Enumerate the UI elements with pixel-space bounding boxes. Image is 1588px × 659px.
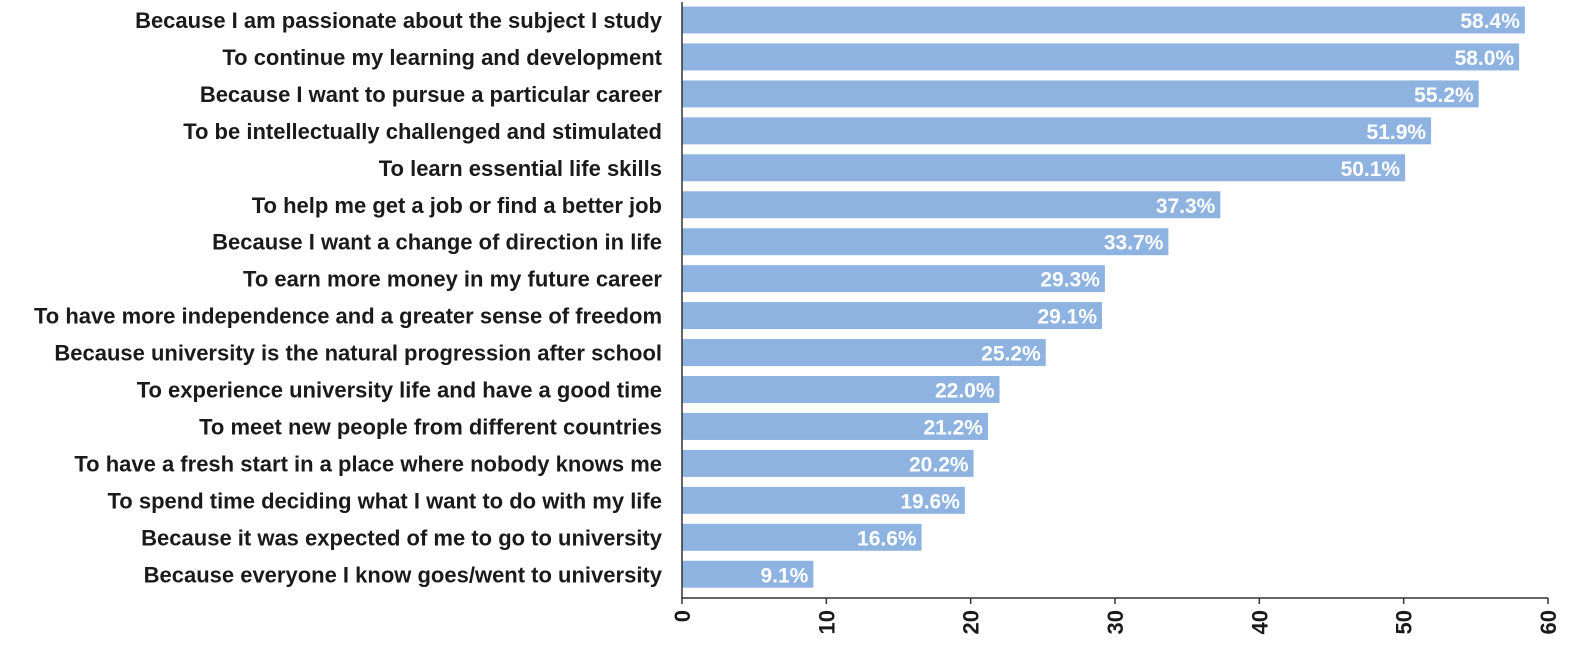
data-label: 16.6%	[857, 527, 917, 550]
bar	[682, 117, 1432, 145]
data-label: 58.4%	[1460, 10, 1520, 33]
data-label: 58.0%	[1455, 47, 1515, 70]
x-tick-label: 60	[1536, 610, 1561, 634]
bars-layer	[682, 6, 1525, 588]
category-label: To meet new people from different countr…	[199, 414, 662, 439]
data-label: 22.0%	[935, 380, 995, 403]
x-axis-ticks: 0 10 20 30 40 50 60	[670, 598, 1561, 634]
data-label: 25.2%	[981, 343, 1041, 366]
data-label: 33.7%	[1104, 232, 1164, 255]
bar	[682, 43, 1520, 71]
category-label: To spend time deciding what I want to do…	[107, 488, 662, 513]
x-tick-label: 0	[670, 610, 695, 622]
bar	[682, 412, 988, 440]
data-label: 29.3%	[1040, 269, 1100, 292]
data-label: 19.6%	[900, 490, 960, 513]
bar	[682, 191, 1221, 219]
bar	[682, 6, 1525, 34]
x-tick-label: 10	[814, 610, 839, 634]
data-label: 50.1%	[1341, 158, 1401, 181]
category-label: To help me get a job or find a better jo…	[252, 193, 662, 218]
x-tick-label: 40	[1247, 610, 1272, 634]
category-label: Because I want to pursue a particular ca…	[200, 82, 663, 107]
bar	[682, 228, 1169, 256]
data-label: 55.2%	[1414, 84, 1474, 107]
bar	[682, 560, 814, 588]
category-labels: Because I am passionate about the subjec…	[34, 8, 663, 587]
x-tick-label: 50	[1392, 610, 1417, 634]
category-label: To experience university life and have a…	[137, 378, 662, 403]
category-label: To have a fresh start in a place where n…	[74, 451, 662, 476]
category-label: To be intellectually challenged and stim…	[183, 119, 662, 144]
bar	[682, 265, 1105, 293]
category-label: Because university is the natural progre…	[54, 341, 662, 366]
category-label: To continue my learning and development	[222, 45, 662, 70]
data-label: 37.3%	[1156, 195, 1216, 218]
x-tick-label: 30	[1103, 610, 1128, 634]
category-label: Because it was expected of me to go to u…	[141, 525, 663, 550]
x-tick-label: 20	[959, 610, 984, 634]
data-labels: 58.4% 58.0% 55.2% 51.9% 50.1% 37.3% 33.7%29.3%…	[760, 10, 1520, 587]
bar	[682, 486, 965, 514]
data-label: 51.9%	[1367, 121, 1427, 144]
bar	[682, 302, 1103, 330]
category-label: To have more independence and a greater …	[34, 304, 662, 329]
bar	[682, 80, 1479, 108]
bar	[682, 449, 974, 477]
data-label: 9.1%	[760, 564, 808, 587]
category-label: To learn essential life skills	[379, 156, 662, 181]
bar	[682, 523, 922, 551]
bar	[682, 339, 1046, 367]
bar	[682, 376, 1000, 403]
data-label: 29.1%	[1037, 306, 1097, 329]
category-label: Because I want a change of direction in …	[212, 230, 662, 255]
bar	[682, 154, 1406, 182]
category-label: To earn more money in my future career	[243, 267, 662, 292]
data-label: 21.2%	[923, 416, 983, 439]
category-label: Because I am passionate about the subjec…	[135, 8, 663, 33]
data-label: 20.2%	[909, 453, 969, 476]
category-label: Because everyone I know goes/went to uni…	[144, 562, 663, 587]
